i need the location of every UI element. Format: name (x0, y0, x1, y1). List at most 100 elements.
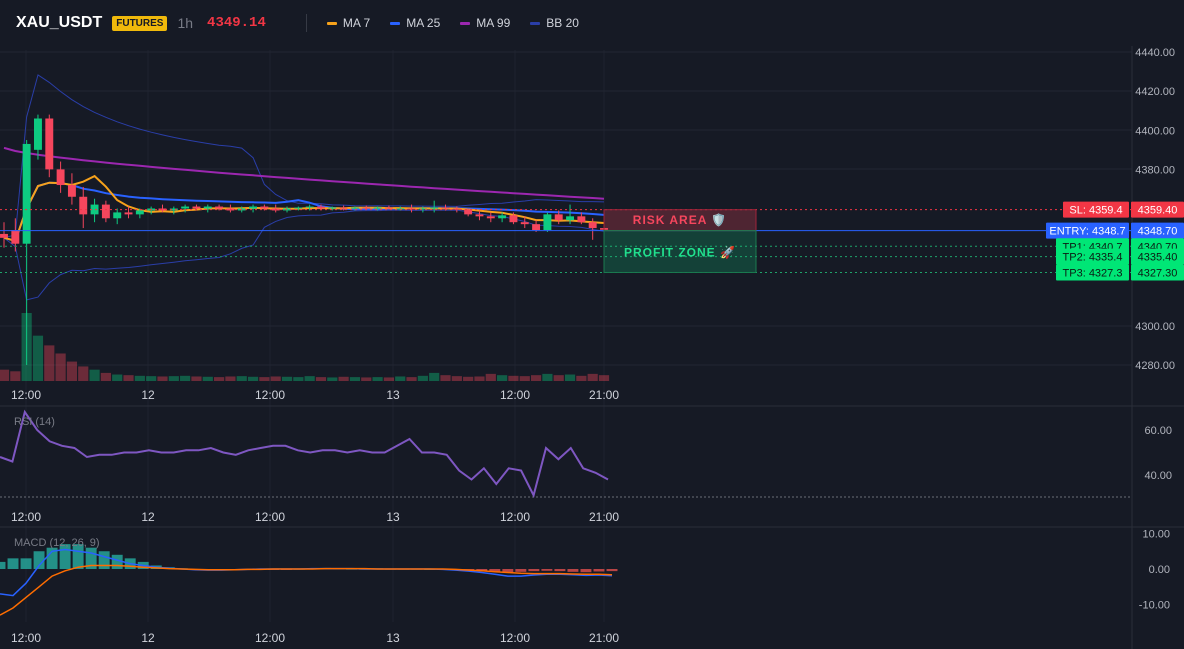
candle-body (317, 206, 325, 209)
timeframe-label[interactable]: 1h (177, 15, 194, 31)
candle (135, 208, 144, 219)
candle (475, 210, 484, 221)
volume-bar (383, 377, 394, 381)
volume-bar (100, 372, 111, 381)
candle (294, 206, 303, 211)
candle (0, 222, 8, 248)
volume-bar (214, 377, 225, 381)
time-axes[interactable]: 12:00 12 12:00 13 12:00 21:00 12:00 12 12:00 13 12… (11, 388, 619, 645)
volume-bar (417, 375, 428, 381)
price-tick-label: 4300.00 (1135, 321, 1175, 333)
volume-bar (44, 345, 55, 381)
volume-bar (474, 376, 485, 381)
volume-bar (349, 377, 361, 381)
bb20-swatch (530, 21, 541, 25)
candle (532, 220, 541, 232)
legend-ma7[interactable]: MA 7 (326, 16, 370, 30)
candle-body (158, 208, 167, 211)
macd-panel[interactable]: MACD (12, 26, 9) 10.00 0.00 -10.00 (0, 529, 1170, 616)
candle-body (543, 214, 552, 231)
candle-body (407, 208, 416, 210)
macd-tick-label: 10.00 (1142, 529, 1170, 541)
grid-lines (0, 46, 1184, 649)
volume-bar (315, 377, 327, 381)
candle (124, 206, 133, 219)
candle-body (135, 210, 144, 215)
price-tick-label: 4420.00 (1135, 86, 1175, 98)
volume-bar (10, 371, 21, 381)
volume-bar (519, 376, 530, 381)
volume-bars (0, 313, 610, 381)
symbol-name[interactable]: XAU_USDT (16, 14, 103, 31)
time-tick-label: 12 (141, 388, 155, 402)
candlesticks[interactable] (0, 114, 608, 365)
legend-ma99[interactable]: MA 99 (460, 16, 510, 30)
sl-label-tag-label: SL: 4359.4 (1069, 205, 1122, 217)
volume-bar (564, 374, 576, 381)
candle-body (475, 214, 484, 217)
macd-tick-label: -10.00 (1139, 600, 1170, 612)
candle (215, 204, 224, 211)
macd-histogram-bar (98, 551, 110, 569)
candle-body (124, 212, 133, 215)
profit-zone (603, 230, 757, 273)
price-level-lines[interactable] (0, 209, 1132, 273)
time-tick-label: 12:00 (500, 510, 530, 524)
candle-body (181, 206, 190, 209)
volume-bar (236, 376, 247, 381)
price-tick-label: 4380.00 (1135, 164, 1175, 176)
macd-histogram-bar (0, 561, 6, 569)
profit-zone-label: PROFIT ZONE 🚀 (624, 246, 736, 260)
candle (362, 205, 371, 210)
ma7-line (3, 174, 605, 243)
time-tick-label: 12:00 (11, 631, 41, 645)
volume-bar (440, 375, 451, 381)
volume-bar (270, 376, 281, 381)
macd-histogram-bar (606, 569, 618, 572)
entry-label-tag (1046, 222, 1129, 239)
macd-histogram-bar (7, 558, 19, 569)
volume-bar (372, 377, 383, 381)
time-tick-label: 13 (386, 631, 400, 645)
candle (271, 204, 280, 213)
candle-body (11, 230, 20, 244)
candle-body (101, 204, 110, 219)
time-tick-label: 12:00 (255, 631, 285, 645)
rsi-tick-label: 60.00 (1144, 425, 1172, 437)
candle (543, 212, 552, 232)
entry-axis-tag (1131, 222, 1184, 239)
macd-histogram-bar (20, 558, 32, 569)
macd-title: MACD (12, 26, 9) (14, 537, 100, 549)
ma99-line (3, 146, 605, 200)
volume-bar (497, 375, 508, 381)
candle-body (215, 206, 224, 209)
candle (407, 204, 416, 213)
price-tick-label: 4440.00 (1135, 47, 1175, 59)
legend-ma25[interactable]: MA 25 (390, 16, 440, 30)
rsi-title: RSI (14) (14, 416, 55, 428)
price-tick-label: 4400.00 (1135, 125, 1175, 137)
candle-body (305, 206, 314, 208)
candle (226, 204, 235, 213)
ma25-line (3, 181, 605, 243)
price-axes[interactable]: 4440.00 4420.00 4400.00 4380.00 4300.00 4280.… (1046, 47, 1184, 372)
macd-histogram-bar (85, 547, 97, 569)
legend-bb20[interactable]: BB 20 (530, 16, 579, 30)
candle-body (362, 207, 371, 209)
macd-histogram-bar (567, 569, 579, 572)
moving-averages (3, 146, 605, 243)
time-tick-label: 13 (386, 510, 400, 524)
time-tick-label: 21:00 (589, 510, 619, 524)
volume-bar (134, 375, 145, 381)
candle (520, 216, 529, 229)
candle-body (328, 207, 337, 209)
candle (260, 204, 269, 211)
volume-bar (361, 377, 372, 381)
time-tick-label: 12:00 (500, 388, 530, 402)
rsi-panel[interactable]: RSI (14) 60.00 40.00 (0, 409, 1172, 499)
futures-badge: FUTURES (112, 15, 168, 31)
time-tick-label: 12:00 (500, 631, 530, 645)
candle (181, 204, 190, 213)
candle-body (566, 216, 574, 221)
